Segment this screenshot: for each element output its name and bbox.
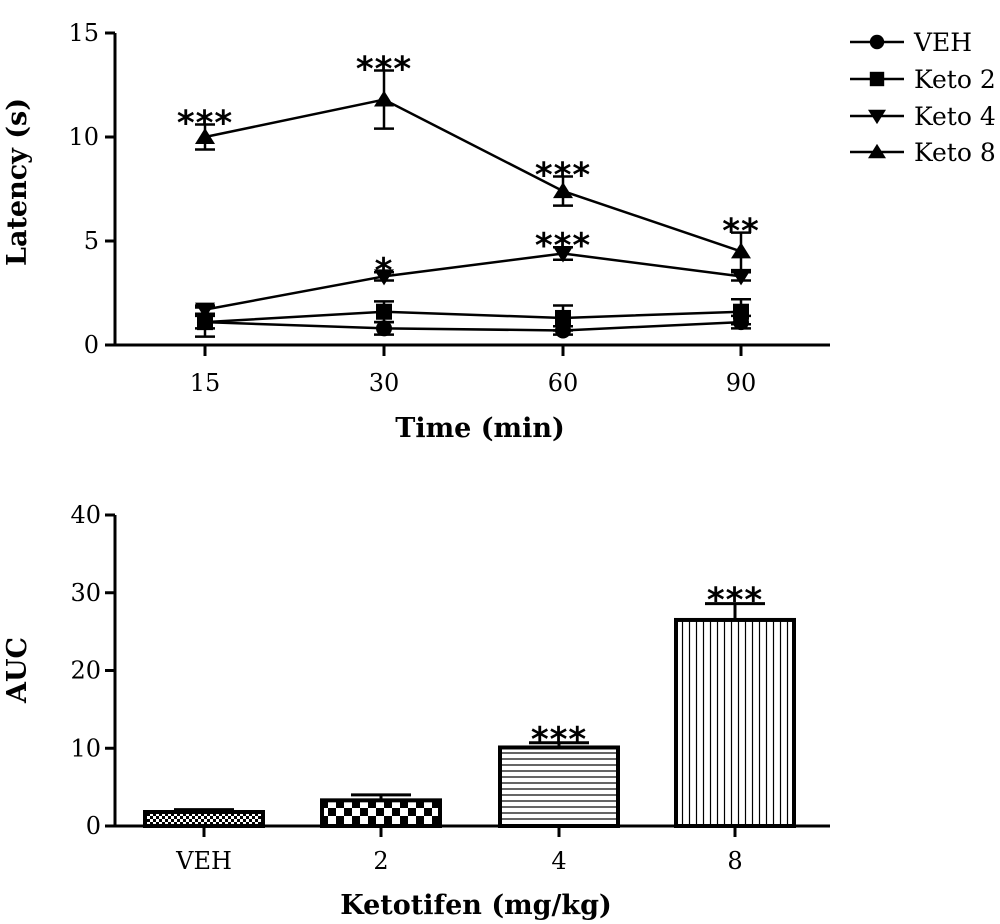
y-tick-label: 0 — [84, 331, 99, 359]
bar — [674, 617, 796, 829]
legend-marker — [869, 71, 885, 87]
data-point — [376, 303, 392, 320]
legend-marker — [868, 109, 886, 125]
y-tick-label: 10 — [70, 734, 101, 762]
legend-label: VEH — [913, 28, 972, 57]
legend-item: Keto 8 — [850, 138, 996, 167]
legend-item: VEH — [850, 28, 972, 57]
legend-marker — [868, 143, 886, 159]
data-point — [197, 314, 213, 331]
x-tick-label: 4 — [551, 847, 566, 875]
x-tick-label: 2 — [373, 847, 388, 875]
data-point — [731, 242, 751, 259]
auc-bar-chart: 0 10 20 30 40 VEH 2 4 8 *** *** Ketotifen (mg/kg)… — [2, 501, 830, 921]
data-point — [374, 90, 394, 107]
data-point — [733, 303, 749, 320]
data-point — [195, 302, 215, 319]
series-keto-4: **** — [195, 226, 751, 319]
legend-item: Keto 4 — [850, 102, 996, 131]
legend-label: Keto 8 — [914, 138, 996, 167]
bar-chart-bars: *** *** — [143, 581, 796, 829]
bar-group — [320, 793, 442, 829]
bar-chart-y-axis-title: AUC — [2, 637, 33, 704]
bar — [498, 745, 620, 828]
line-chart-series: *************** — [177, 49, 760, 339]
line-chart-legend: VEH Keto 2 Keto 4 Keto 8 — [850, 28, 996, 167]
y-tick-label: 20 — [70, 657, 101, 685]
x-tick-label: 15 — [190, 369, 221, 397]
bar-chart-x-axis-title: Ketotifen (mg/kg) — [340, 890, 612, 921]
bar-group: *** — [498, 720, 620, 828]
significance-label: ** — [722, 212, 760, 252]
x-tick-label: 30 — [369, 369, 400, 397]
data-point — [195, 128, 215, 144]
data-point — [731, 269, 751, 286]
series-line — [204, 320, 742, 332]
significance-label: *** — [535, 156, 591, 196]
significance-label: *** — [531, 720, 587, 760]
significance-label: *** — [535, 226, 591, 266]
y-tick-label: 40 — [70, 501, 101, 529]
bar — [143, 810, 265, 829]
line-chart-axes: 0 5 10 15 15 30 60 90 — [68, 19, 830, 397]
legend-label: Keto 2 — [914, 65, 996, 94]
x-tick-label: 8 — [727, 847, 742, 875]
data-point — [374, 269, 394, 286]
line-chart-y-axis-title: Latency (s) — [2, 98, 33, 266]
y-tick-label: 15 — [68, 19, 99, 47]
series-keto-2 — [195, 297, 751, 338]
y-tick-label: 0 — [86, 812, 101, 840]
significance-label: *** — [707, 581, 763, 621]
data-point — [553, 246, 573, 263]
bar-group: *** — [674, 581, 796, 829]
significance-label: * — [375, 251, 394, 291]
data-point — [555, 309, 571, 326]
y-tick-label: 10 — [68, 123, 99, 151]
line-chart-x-axis-title: Time (min) — [395, 413, 565, 444]
legend-item: Keto 2 — [850, 65, 996, 94]
series-line — [204, 252, 742, 311]
series-keto-8: *********** — [177, 49, 760, 272]
x-tick-label: 60 — [548, 369, 579, 397]
bar-group — [143, 808, 265, 829]
data-point — [553, 182, 573, 199]
legend-marker — [869, 34, 885, 50]
significance-label: *** — [177, 104, 233, 144]
series-line — [204, 98, 742, 253]
x-tick-label: 90 — [726, 369, 757, 397]
significance-label: *** — [356, 49, 412, 89]
y-tick-label: 30 — [70, 579, 101, 607]
series-line — [204, 310, 742, 324]
data-point — [376, 320, 392, 337]
y-tick-label: 5 — [84, 227, 99, 255]
legend-label: Keto 4 — [914, 102, 996, 131]
bar — [320, 798, 442, 829]
x-tick-label: VEH — [175, 847, 232, 875]
